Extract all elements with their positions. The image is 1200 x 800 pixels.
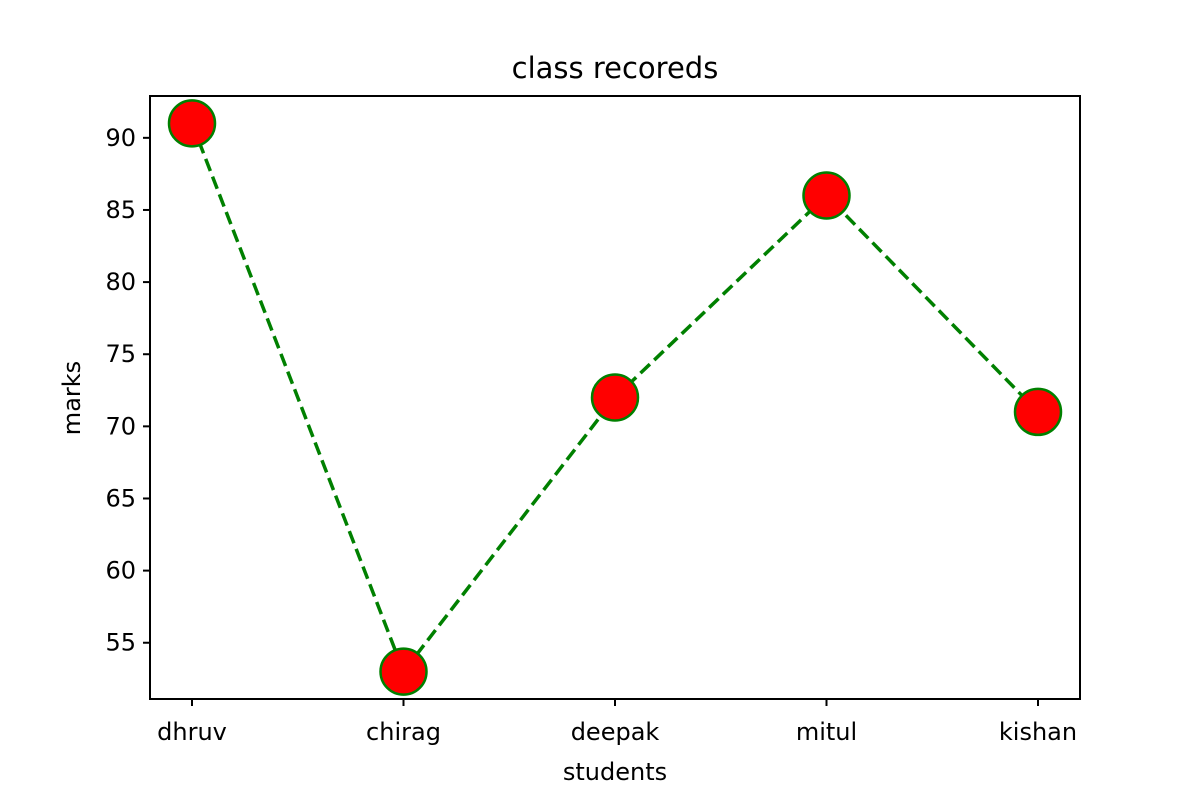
y-tick-label: 55 [105,629,136,657]
y-axis-ticks: 55 60 65 70 75 80 85 90 [105,124,150,657]
y-tick-label: 60 [105,557,136,585]
plot-area-frame [149,95,1081,700]
y-tick-label: 75 [105,340,136,368]
data-point-marker [1013,387,1063,437]
y-tick-label: 90 [105,124,136,152]
chart-title: class recoreds [512,51,719,85]
x-tick-label: mitul [796,718,857,746]
y-axis-label: marks [58,361,86,435]
y-tick-label: 65 [105,484,136,512]
data-point-marker [802,171,851,220]
x-axis-ticks: dhruv chirag deepak mitul kishan [157,699,1077,746]
x-tick-label: deepak [571,718,660,746]
y-tick-label: 85 [105,196,136,224]
series-marks [167,99,1063,696]
x-tick-label: kishan [999,718,1077,746]
data-point-marker [379,647,428,696]
y-tick-label: 80 [105,268,136,296]
x-tick-label: chirag [366,718,441,746]
data-point-marker [590,373,640,422]
x-tick-label: dhruv [157,718,227,746]
data-point-marker [167,99,217,148]
x-axis-label: students [563,758,667,786]
y-tick-label: 70 [105,412,136,440]
